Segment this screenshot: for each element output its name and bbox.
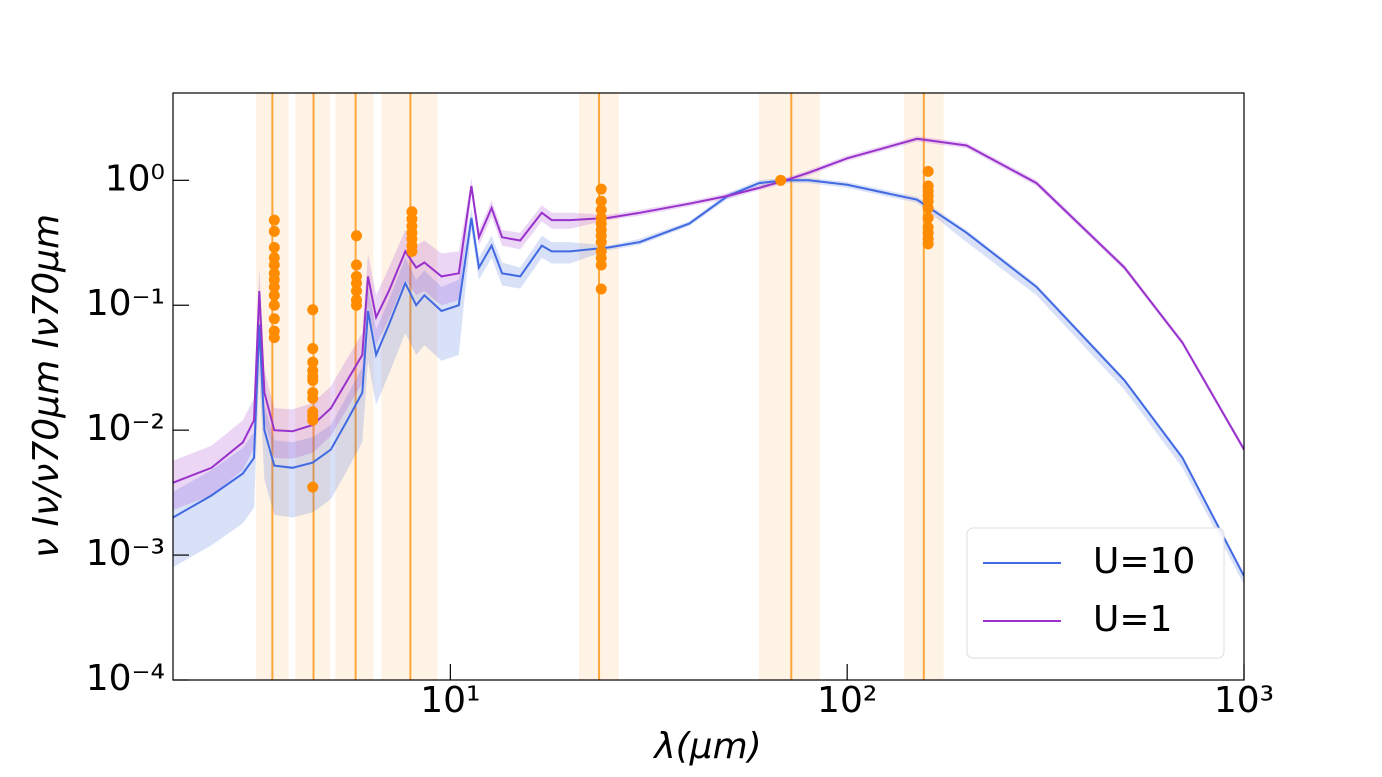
y-tick-label: 10⁻³	[86, 533, 165, 574]
data-point	[595, 183, 607, 195]
data-point	[406, 245, 418, 257]
x-axis-label: λ(μm)	[652, 726, 761, 767]
data-point	[307, 481, 319, 493]
series-line	[173, 179, 1244, 577]
x-tick-label: 10²	[817, 680, 877, 721]
data-point	[268, 241, 280, 253]
data-point	[922, 165, 934, 177]
data-point	[268, 225, 280, 237]
filter-band	[381, 93, 438, 680]
data-point	[350, 230, 362, 242]
data-point	[268, 214, 280, 226]
data-point	[595, 283, 607, 295]
data-point	[350, 277, 362, 289]
data-point	[350, 299, 362, 311]
legend-box	[966, 527, 1225, 659]
data-point	[595, 236, 607, 248]
y-axis-label: ν Iν/ν70μm Iν70μm	[26, 214, 67, 558]
filter-band	[335, 93, 374, 680]
data-point	[595, 204, 607, 216]
data-point	[922, 212, 934, 224]
series-line	[173, 137, 1244, 484]
y-tick-label: 10⁻¹	[86, 283, 165, 324]
data-point	[595, 195, 607, 207]
data-point	[307, 343, 319, 355]
filter-band	[758, 93, 820, 680]
uncertainty-band	[173, 177, 1244, 585]
plot-frame	[172, 92, 1245, 681]
y-tick-label: 10⁻²	[86, 408, 165, 449]
legend-label: U=10	[1093, 541, 1195, 582]
data-point	[350, 259, 362, 271]
data-point	[307, 392, 319, 404]
x-tick-label: 10³	[1214, 680, 1274, 721]
data-point	[307, 374, 319, 386]
data-point	[268, 313, 280, 325]
data-point	[350, 285, 362, 297]
y-tick-label: 10⁻⁴	[86, 658, 165, 699]
data-point	[307, 414, 319, 426]
data-point	[775, 174, 787, 186]
y-tick-label: 10⁰	[105, 158, 165, 199]
data-point	[922, 238, 934, 250]
data-point	[268, 281, 280, 293]
data-point	[268, 332, 280, 344]
data-point	[307, 304, 319, 316]
data-point	[595, 259, 607, 271]
data-point	[268, 259, 280, 271]
data-point	[268, 289, 280, 301]
x-tick-label: 10¹	[420, 680, 480, 721]
data-point	[922, 202, 934, 214]
data-point	[268, 299, 280, 311]
plot-area	[173, 93, 1244, 680]
data-point	[307, 356, 319, 368]
legend-label: U=1	[1093, 599, 1172, 640]
